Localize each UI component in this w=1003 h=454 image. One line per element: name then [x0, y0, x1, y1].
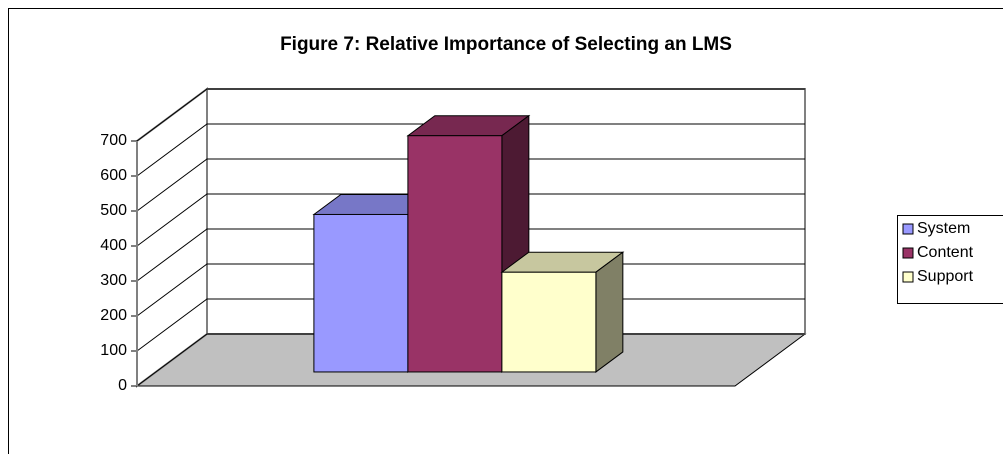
grid-line: [136, 123, 805, 177]
grid-line: [136, 158, 805, 212]
y-tick-label: 600: [100, 167, 127, 184]
legend-label: Support: [917, 268, 974, 285]
grid-line: [136, 193, 805, 247]
y-tick-label: 200: [100, 307, 127, 324]
legend-swatch: [902, 247, 914, 259]
y-tick-label: 300: [100, 272, 127, 289]
legend-label: Content: [917, 244, 974, 261]
bar: [501, 271, 597, 373]
y-tick-label: 500: [100, 202, 127, 219]
legend-swatch: [902, 271, 914, 283]
legend-label: System: [917, 220, 970, 237]
bar-side: [595, 251, 624, 373]
legend-swatch: [902, 223, 914, 235]
y-tick-label: 0: [118, 377, 127, 394]
legend-box: [897, 215, 1003, 304]
y-tick-label: 100: [100, 342, 127, 359]
grid-line: [136, 88, 805, 142]
bar: [313, 213, 409, 373]
y-tick-label: 400: [100, 237, 127, 254]
bar: [407, 135, 503, 373]
grid-line: [136, 228, 805, 282]
chart-title: Figure 7: Relative Importance of Selecti…: [280, 34, 732, 55]
y-tick-label: 700: [100, 132, 127, 149]
